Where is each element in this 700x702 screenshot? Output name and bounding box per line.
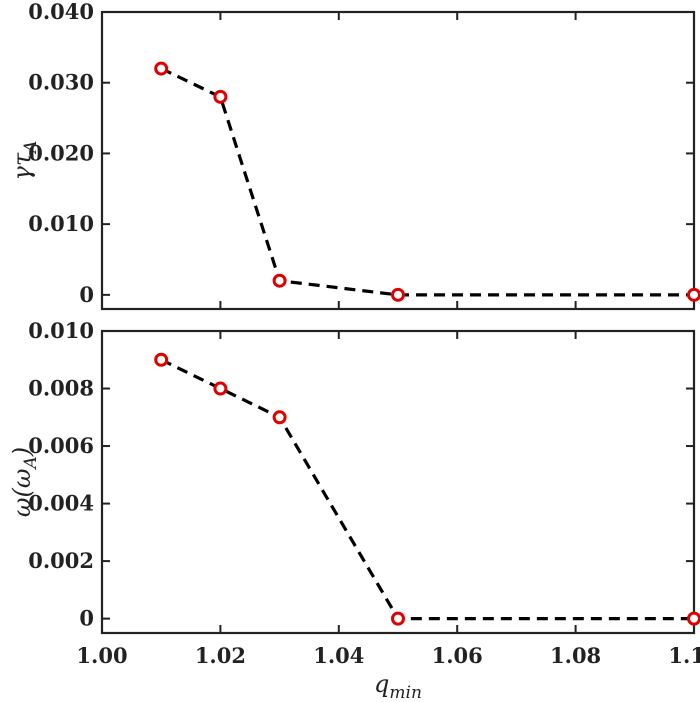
y-tick-label: 0 [79,282,94,307]
y-tick-label: 0.004 [28,491,94,516]
data-point [687,287,700,302]
series-line [160,67,694,297]
y-axis-label: ω(ωA) [8,447,41,517]
data-point [154,61,169,76]
series-line [160,358,694,621]
x-tick-label: 1.06 [432,643,483,668]
x-tick-label: 1.08 [550,643,601,668]
y-axis-label: γτA [8,141,41,181]
plot-frame [100,329,696,635]
data-point [272,410,287,425]
plot-frame [100,10,696,311]
y-tick-label: 0.020 [28,140,94,165]
x-tick-label: 1.02 [195,643,246,668]
y-tick-label: 0.002 [28,548,94,573]
y-tick-label: 0.040 [28,0,94,24]
data-point [213,89,228,104]
y-tick-label: 0.010 [28,211,94,236]
y-tick-label: 0.010 [28,318,94,343]
growth-rate-panel: 0 0.010 0.020 0.030 0.040 γτA [8,0,700,311]
y-tick-label: 0.006 [28,433,94,458]
x-axis-label: qmin [374,670,422,702]
data-point [154,352,169,367]
x-tick-label: 1.10 [668,643,700,668]
x-tick-label: 1.00 [76,643,127,668]
y-tick-label: 0.008 [28,376,94,401]
data-point [687,611,700,626]
y-tick-label: 0.030 [28,70,94,95]
data-point [391,611,405,626]
data-point [272,273,287,288]
data-point [391,287,405,302]
frequency-panel: 0 0.002 0.004 0.006 0.008 0.010 1.00 1.02 1.04 1.… [8,318,700,702]
data-point [213,381,228,396]
y-tick-label: 0 [79,606,94,631]
x-tick-label: 1.04 [313,643,364,668]
